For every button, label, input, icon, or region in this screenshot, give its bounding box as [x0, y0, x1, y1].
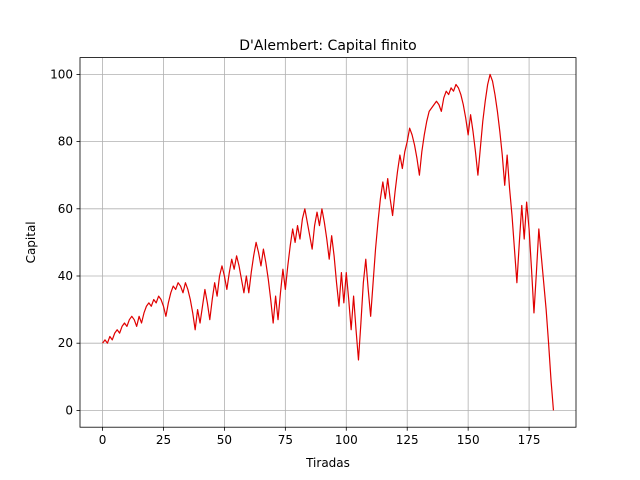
ticks: 0 25 50 75 100 125 150 175 0 20 40 60 80 100 [50, 67, 540, 447]
chart-title: D'Alembert: Capital finito [239, 38, 416, 54]
y-tick-label: 0 [65, 403, 73, 417]
y-axis-label: Capital [24, 221, 38, 263]
y-tick-label: 80 [58, 135, 73, 149]
x-tick-label: 150 [457, 433, 480, 447]
y-tick-label: 60 [58, 202, 73, 216]
x-axis-label: Tiradas [305, 456, 350, 470]
plot-frame [79, 57, 577, 428]
capital-series-line [102, 73, 555, 411]
series-layer [102, 73, 555, 411]
x-tick-label: 25 [156, 433, 171, 447]
x-tick-label: 0 [99, 433, 107, 447]
x-tick-label: 125 [396, 433, 419, 447]
y-tick-label: 100 [50, 67, 73, 81]
y-tick-label: 20 [58, 336, 73, 350]
x-tick-label: 100 [335, 433, 358, 447]
grid [80, 57, 576, 428]
x-tick-label: 50 [217, 433, 232, 447]
x-tick-label: 75 [278, 433, 293, 447]
y-tick-label: 40 [58, 269, 73, 283]
x-tick-label: 175 [518, 433, 541, 447]
